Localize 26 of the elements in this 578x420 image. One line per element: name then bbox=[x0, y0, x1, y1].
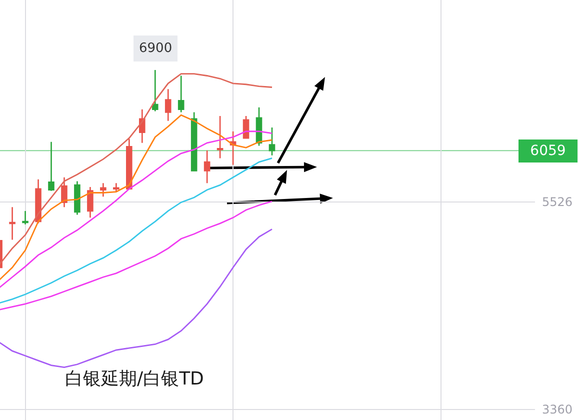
line-series bbox=[0, 73, 273, 266]
annotation: 6900 bbox=[139, 41, 172, 56]
candlestick bbox=[152, 69, 158, 112]
candlestick bbox=[48, 141, 54, 192]
line-series bbox=[0, 200, 273, 310]
candlestick bbox=[87, 186, 94, 218]
candlestick bbox=[190, 112, 198, 172]
y-tick-label: 5526 bbox=[542, 194, 573, 209]
candlestick bbox=[9, 206, 16, 240]
candlestick bbox=[113, 182, 120, 192]
text: 白银延期/白银TD bbox=[65, 368, 204, 390]
candlestick bbox=[100, 182, 106, 198]
candlestick bbox=[22, 210, 28, 226]
candlestick bbox=[61, 176, 68, 208]
candlestick bbox=[230, 130, 236, 166]
candlestick bbox=[204, 150, 210, 184]
candlestick bbox=[268, 126, 276, 156]
ref-line-label: 6059 bbox=[530, 143, 566, 159]
candlestick bbox=[178, 75, 184, 113]
candlestick bbox=[216, 115, 224, 159]
candlestick bbox=[164, 88, 172, 122]
candlestick bbox=[74, 180, 80, 216]
line-series bbox=[0, 158, 273, 304]
candlestick bbox=[126, 138, 132, 190]
line-series bbox=[0, 228, 273, 368]
y-tick-label: 3360 bbox=[542, 402, 573, 417]
